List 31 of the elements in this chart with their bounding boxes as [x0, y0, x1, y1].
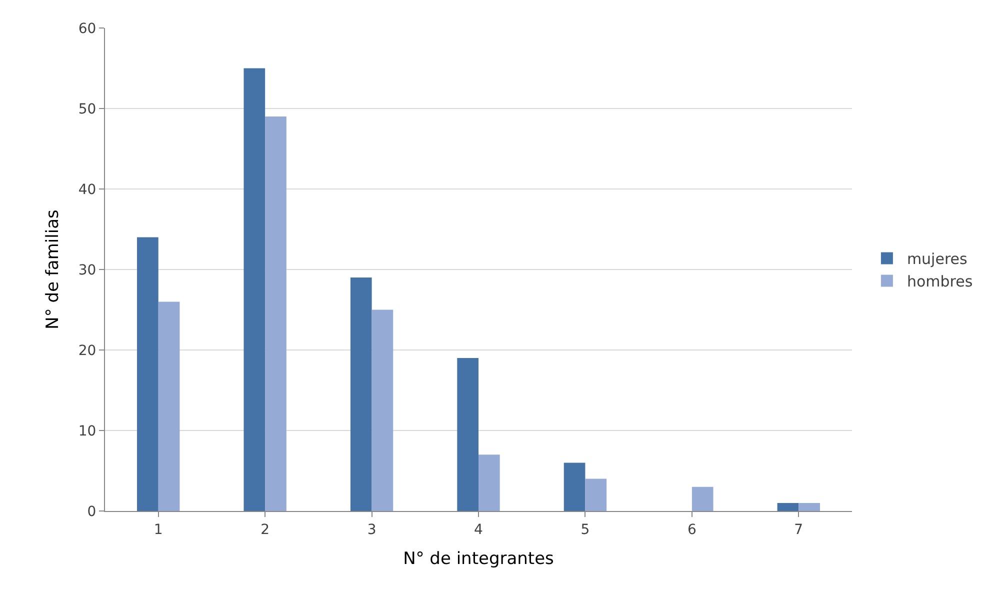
x-tick-label: 7	[794, 522, 804, 538]
y-tick-label: 60	[78, 20, 96, 37]
bar	[585, 478, 607, 511]
bar	[137, 237, 158, 511]
x-tick-label: 6	[687, 522, 696, 538]
bar	[158, 302, 180, 511]
bar	[457, 358, 478, 511]
bar	[798, 502, 820, 511]
x-tick-label: 2	[260, 522, 270, 538]
y-tick-label: 20	[78, 342, 96, 359]
bar	[478, 454, 500, 511]
bar	[265, 116, 286, 511]
x-axis-title: N° de integrantes	[403, 549, 554, 570]
bar	[564, 462, 586, 511]
y-tick-label: 0	[87, 504, 96, 520]
legend-label: mujeres	[906, 250, 968, 268]
y-tick-label: 40	[78, 182, 96, 198]
bar	[692, 486, 714, 511]
bar	[244, 68, 266, 511]
x-tick-label: 1	[154, 522, 163, 538]
bar	[350, 278, 372, 511]
y-tick-label: 10	[78, 423, 96, 440]
x-tick-label: 5	[580, 522, 590, 538]
bar	[777, 502, 799, 511]
y-tick-label: 30	[78, 262, 96, 278]
y-axis-title: N° de familias	[42, 210, 63, 330]
x-tick-label: 3	[367, 522, 376, 538]
y-tick-label: 50	[78, 101, 96, 118]
bar	[372, 310, 394, 511]
x-tick-label: 4	[474, 522, 484, 538]
legend-label: hombres	[906, 272, 973, 291]
